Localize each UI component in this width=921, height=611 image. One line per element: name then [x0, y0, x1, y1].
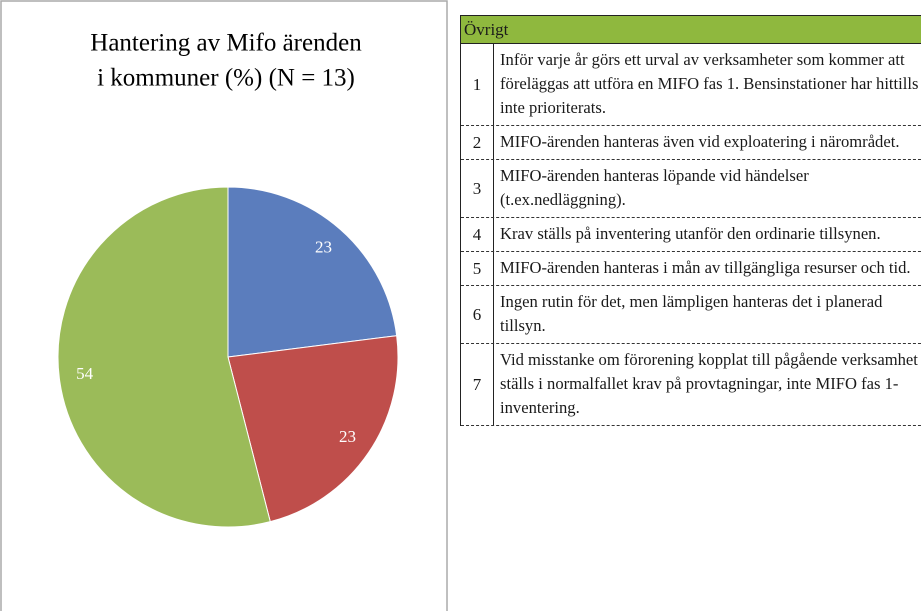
table-row: 5 MIFO-ärenden hanteras i mån av tillgäng…	[461, 252, 921, 286]
table-row: 7 Vid misstanke om förorening kopplat til…	[461, 344, 921, 426]
row-number: 5	[461, 252, 494, 285]
row-text: MIFO-ärenden hanteras i mån av tillgängl…	[500, 258, 911, 277]
row-number: 1	[461, 44, 494, 125]
table-row: 4 Krav ställs på inventering utanför den …	[461, 218, 921, 252]
row-text: Vid misstanke om förorening kopplat till…	[500, 350, 918, 417]
row-text: Ingen rutin för det, men lämpligen hante…	[500, 292, 883, 335]
data-label: 54	[76, 364, 94, 383]
table-row: 3 MIFO-ärenden hanteras löpande vid hände…	[461, 160, 921, 218]
table-header: Övrigt	[461, 15, 921, 44]
row-text: MIFO-ärenden hanteras även vid exploater…	[500, 132, 900, 151]
pie-slice	[227, 186, 398, 358]
row-number: 3	[461, 160, 494, 217]
chart-panel: Hantering av Mifo ärenden i kommuner (%)…	[0, 0, 448, 611]
chart-title: Hantering av Mifo ärenden	[90, 30, 362, 57]
row-text: Krav ställs på inventering utanför den o…	[500, 224, 881, 243]
table-row: 6 Ingen rutin för det, men lämpligen hant…	[461, 286, 921, 344]
pie-slice	[227, 335, 399, 523]
row-number: 4	[461, 218, 494, 251]
row-number: 2	[461, 126, 494, 159]
table-row: 2 MIFO-ärenden hanteras även vid exploate…	[461, 126, 921, 160]
table-row: 1 Inför varje år görs ett urval av verksa…	[461, 44, 921, 126]
row-number: 7	[461, 344, 494, 425]
row-text: Inför varje år görs ett urval av verksam…	[500, 50, 919, 117]
row-number: 6	[461, 286, 494, 343]
pie-slice	[57, 186, 271, 528]
data-label: 23	[315, 238, 332, 257]
data-label: 23	[339, 427, 356, 446]
table: Övrigt 1 Inför varje år görs ett urval av…	[460, 15, 921, 426]
row-text: MIFO-ärenden hanteras löpande vid händel…	[500, 166, 809, 209]
chart-title: i kommuner (%) (N = 13)	[97, 65, 355, 92]
